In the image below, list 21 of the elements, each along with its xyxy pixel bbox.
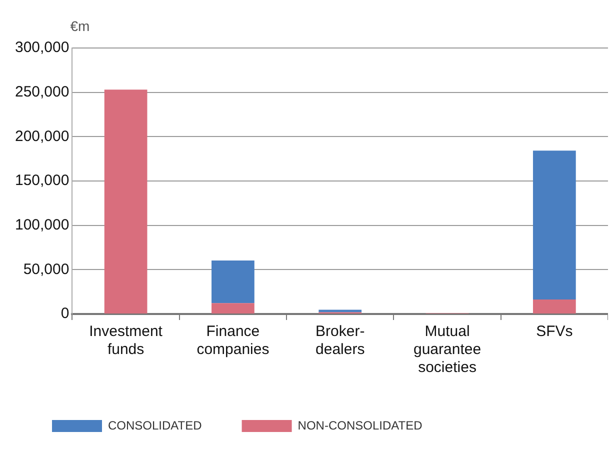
- y-tick-label: 100,000: [14, 216, 70, 234]
- y-tick-label: 200,000: [14, 128, 70, 145]
- x-tick-label: Investment funds: [89, 323, 164, 358]
- y-tick-label: 50,000: [23, 260, 70, 278]
- bar: [318, 310, 362, 312]
- y-tick-label: 300,000: [14, 39, 70, 56]
- bar: [212, 303, 254, 314]
- bar: [532, 300, 576, 314]
- legend-label: NON-CONSOLIDATED: [298, 418, 423, 432]
- y-axis-title: €m: [70, 18, 90, 34]
- x-tick-label: Mutual guarantee societies: [413, 323, 482, 376]
- bar: [212, 260, 254, 304]
- x-tick-label: SFVs: [536, 323, 573, 340]
- y-tick-label: 150,000: [14, 172, 70, 190]
- legend-label: CONSOLIDATED: [108, 418, 202, 432]
- bar: [104, 90, 148, 314]
- bar: [532, 150, 576, 300]
- y-tick-label: 0: [60, 305, 70, 322]
- x-tick-label: Broker- dealers: [316, 323, 365, 358]
- x-tick-label: Finance companies: [196, 323, 270, 358]
- y-tick-label: 250,000: [14, 83, 70, 100]
